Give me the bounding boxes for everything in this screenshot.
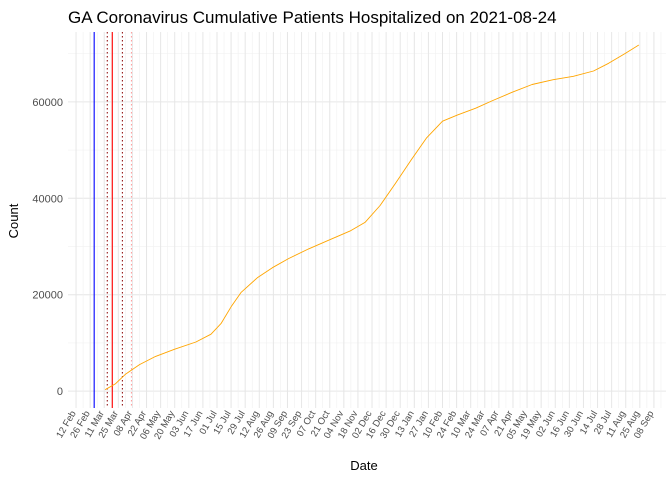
y-tick-label: 20000 xyxy=(32,290,63,302)
x-axis-title: Date xyxy=(350,458,377,473)
series-layer xyxy=(104,44,640,391)
reference-lines xyxy=(93,32,132,408)
y-tick-label: 0 xyxy=(57,386,63,398)
chart-title: GA Coronavirus Cumulative Patients Hospi… xyxy=(68,8,557,27)
y-tick-label: 60000 xyxy=(32,97,63,109)
y-axis-title: Count xyxy=(6,203,21,238)
y-tick-label: 40000 xyxy=(32,193,63,205)
series-line xyxy=(104,44,640,391)
y-axis-ticks: 0 20000 40000 60000 xyxy=(32,97,63,398)
grid-layer xyxy=(68,32,666,408)
